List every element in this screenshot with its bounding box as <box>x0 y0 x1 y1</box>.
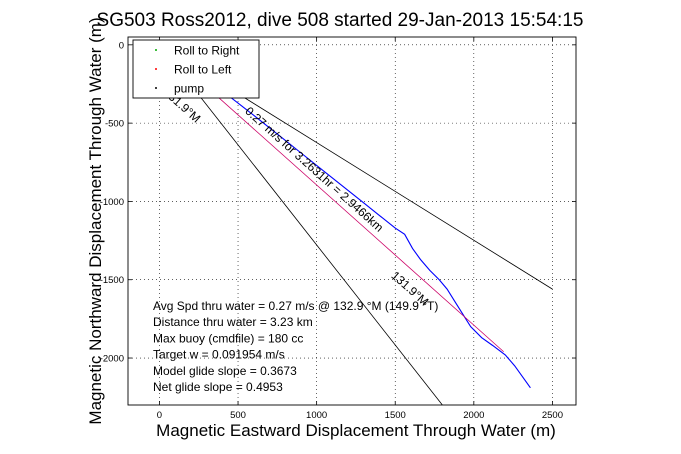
stats-line: Distance thru water = 3.23 km <box>153 315 313 329</box>
x-tick-label: 1500 <box>385 410 406 421</box>
stats-line: Target w = 0.091954 m/s <box>153 348 285 362</box>
y-axis-label: Magnetic Northward Displacement Through … <box>86 17 105 424</box>
legend-marker <box>155 68 157 70</box>
x-tick-label: 2000 <box>463 410 484 421</box>
x-tick-label: 2500 <box>542 410 563 421</box>
legend-entry-label: Roll to Right <box>174 44 240 58</box>
stats-line: Net glide slope = 0.4953 <box>153 380 283 394</box>
y-tick-label: 0 <box>119 40 124 51</box>
x-axis-label: Magnetic Eastward Displacement Through W… <box>156 421 556 440</box>
axes-frame <box>127 36 577 406</box>
legend-entry-label: Roll to Left <box>174 63 232 77</box>
reference-line <box>159 44 443 405</box>
y-tick-label: -1500 <box>100 275 124 286</box>
legend-box <box>132 39 260 99</box>
x-tick-label: 0 <box>157 410 162 421</box>
y-tick-label: -1000 <box>100 197 124 208</box>
stats-line: Model glide slope = 0.3673 <box>153 364 297 378</box>
legend-entry-label: pump <box>174 82 204 96</box>
x-tick-label: 1000 <box>306 410 327 421</box>
chart-title: SG503 Ross2012, dive 508 started 29-Jan-… <box>97 10 584 31</box>
y-tick-label: -2000 <box>100 354 124 365</box>
y-tick-label: -500 <box>105 119 124 130</box>
stats-line: Avg Spd thru water = 0.27 m/s @ 132.9 °M… <box>153 299 438 313</box>
legend-marker <box>155 87 157 89</box>
x-tick-label: 500 <box>230 410 246 421</box>
legend-marker <box>155 49 157 51</box>
plot-area: 0 500 1000 1500 2000 2500 0 -500 -1000 -1500 -2000… <box>100 36 577 421</box>
stats-line: Max buoy (cmdfile) = 180 cc <box>153 331 303 345</box>
